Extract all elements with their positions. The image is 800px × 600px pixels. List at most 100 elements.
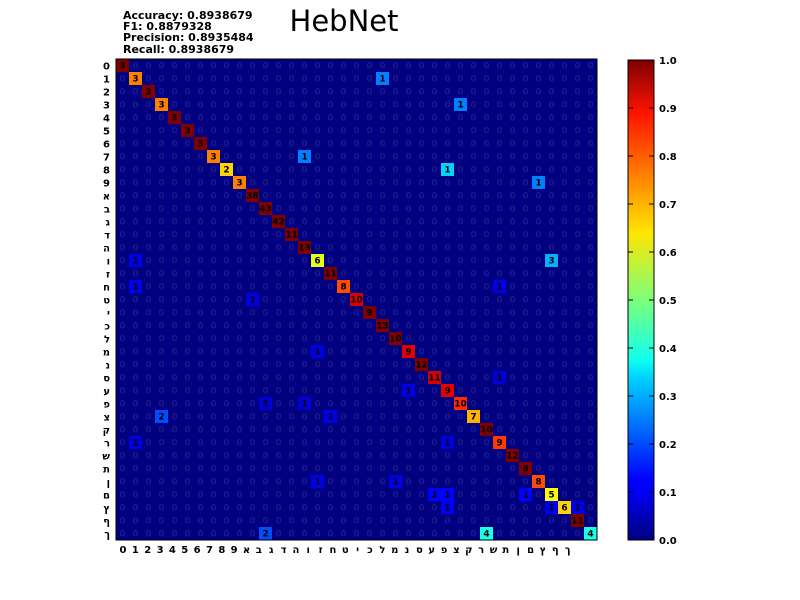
heatmap-cell (194, 124, 207, 137)
heatmap-cell-label: 0 (548, 62, 554, 72)
heatmap-cell-label: 0 (236, 62, 242, 72)
heatmap-cell-label: 0 (119, 153, 125, 163)
heatmap-cell (168, 384, 181, 397)
heatmap-cell-label: 0 (392, 400, 398, 410)
heatmap-cell-label: 0 (340, 530, 346, 540)
heatmap-cell (259, 111, 272, 124)
colorbar-tick-label: 0.0 (659, 536, 677, 547)
heatmap-cell (142, 72, 155, 85)
heatmap-cell-label: 0 (132, 244, 138, 254)
heatmap-cell (428, 332, 441, 345)
heatmap-cell (324, 111, 337, 124)
heatmap-cell (389, 241, 402, 254)
heatmap-cell-label: 0 (431, 348, 437, 358)
heatmap-cell-label: 0 (574, 465, 580, 475)
heatmap-cell (584, 410, 597, 423)
heatmap-cell (246, 306, 259, 319)
heatmap-cell-label: 0 (314, 296, 320, 306)
heatmap-cell (207, 449, 220, 462)
heatmap-cell-label: 0 (535, 231, 541, 241)
heatmap-cell (350, 163, 363, 176)
heatmap-cell-label: 0 (444, 127, 450, 137)
heatmap-cell (519, 475, 532, 488)
heatmap-cell (376, 306, 389, 319)
heatmap-cell-label: 0 (171, 335, 177, 345)
heatmap-cell-label: 0 (418, 491, 424, 501)
heatmap-cell-label: 0 (431, 387, 437, 397)
heatmap-cell-label: 0 (314, 140, 320, 150)
colorbar-tick-label: 0.7 (659, 200, 677, 211)
x-tick-label: 5 (181, 545, 188, 556)
heatmap-cell (454, 397, 467, 410)
heatmap-cell-label: 0 (366, 283, 372, 293)
heatmap-cell-label: 0 (184, 205, 190, 215)
heatmap-cell (376, 358, 389, 371)
heatmap-cell-label: 1 (327, 413, 333, 423)
heatmap-cell-label: 0 (379, 101, 385, 111)
heatmap-cell-label: 0 (340, 244, 346, 254)
heatmap-cell (376, 423, 389, 436)
heatmap-cell-label: 0 (366, 413, 372, 423)
heatmap-cell (584, 332, 597, 345)
heatmap-cell-label: 0 (496, 452, 502, 462)
heatmap-cell-label: 0 (548, 517, 554, 527)
heatmap-cell-label: 0 (522, 530, 528, 540)
heatmap-cell-label: 0 (431, 283, 437, 293)
heatmap-cell (480, 449, 493, 462)
heatmap-cell-label: 0 (197, 153, 203, 163)
heatmap-cell-label: 0 (535, 166, 541, 176)
heatmap-cell-label: 10 (389, 335, 402, 345)
heatmap-cell (233, 72, 246, 85)
y-tick-label: ח (103, 283, 110, 294)
heatmap-cell (584, 280, 597, 293)
heatmap-cell-label: 0 (483, 452, 489, 462)
heatmap-cell-label: 0 (496, 257, 502, 267)
heatmap-cell (168, 293, 181, 306)
heatmap-cell-label: 0 (561, 387, 567, 397)
heatmap-cell-label: 0 (262, 374, 268, 384)
heatmap-cell (207, 124, 220, 137)
heatmap-cell (519, 436, 532, 449)
heatmap-cell (428, 306, 441, 319)
heatmap-cell (532, 124, 545, 137)
heatmap-cell-label: 0 (236, 361, 242, 371)
heatmap-cell-label: 0 (158, 387, 164, 397)
heatmap-cell (467, 176, 480, 189)
heatmap-cell-label: 0 (249, 283, 255, 293)
heatmap-cell-label: 0 (522, 62, 528, 72)
heatmap-cell-label: 0 (275, 504, 281, 514)
heatmap-cell-label: 0 (561, 257, 567, 267)
heatmap-cell-label: 0 (327, 400, 333, 410)
heatmap-cell (584, 137, 597, 150)
heatmap-cell-label: 1 (314, 478, 320, 488)
heatmap-cell (545, 254, 558, 267)
heatmap-cell (428, 384, 441, 397)
heatmap-cell-label: 0 (249, 348, 255, 358)
heatmap-cell-label: 0 (236, 530, 242, 540)
heatmap-cell (376, 59, 389, 72)
heatmap-cell-label: 0 (288, 335, 294, 345)
heatmap-cell (337, 267, 350, 280)
heatmap-cell-label: 0 (574, 400, 580, 410)
heatmap-area: 3 0 0 0 0 0 0 0 0 0 0 0 0 0 0 0 0 0 0 0 0 0 0 0 0 0 0 0 0 0 0 0 0 0 0 0 00 3 0… (115, 58, 598, 541)
heatmap-cell (337, 228, 350, 241)
heatmap-cell-label: 1 (132, 257, 138, 267)
heatmap-cell-label: 0 (262, 166, 268, 176)
heatmap-cell (376, 189, 389, 202)
heatmap-cell (558, 293, 571, 306)
heatmap-cell (480, 98, 493, 111)
heatmap-cell (428, 449, 441, 462)
heatmap-cell (545, 124, 558, 137)
heatmap-cell-label: 0 (574, 257, 580, 267)
heatmap-cell-label: 0 (379, 166, 385, 176)
heatmap-cell-label: 0 (236, 114, 242, 124)
heatmap-cell (298, 72, 311, 85)
heatmap-cell-label: 0 (262, 504, 268, 514)
heatmap-cell (506, 384, 519, 397)
heatmap-cell (181, 241, 194, 254)
heatmap-cell-label: 0 (236, 504, 242, 514)
heatmap-cell-label: 0 (158, 296, 164, 306)
x-tick-label: ל (379, 545, 385, 556)
heatmap-cell-label: 0 (405, 192, 411, 202)
heatmap-cell (428, 475, 441, 488)
